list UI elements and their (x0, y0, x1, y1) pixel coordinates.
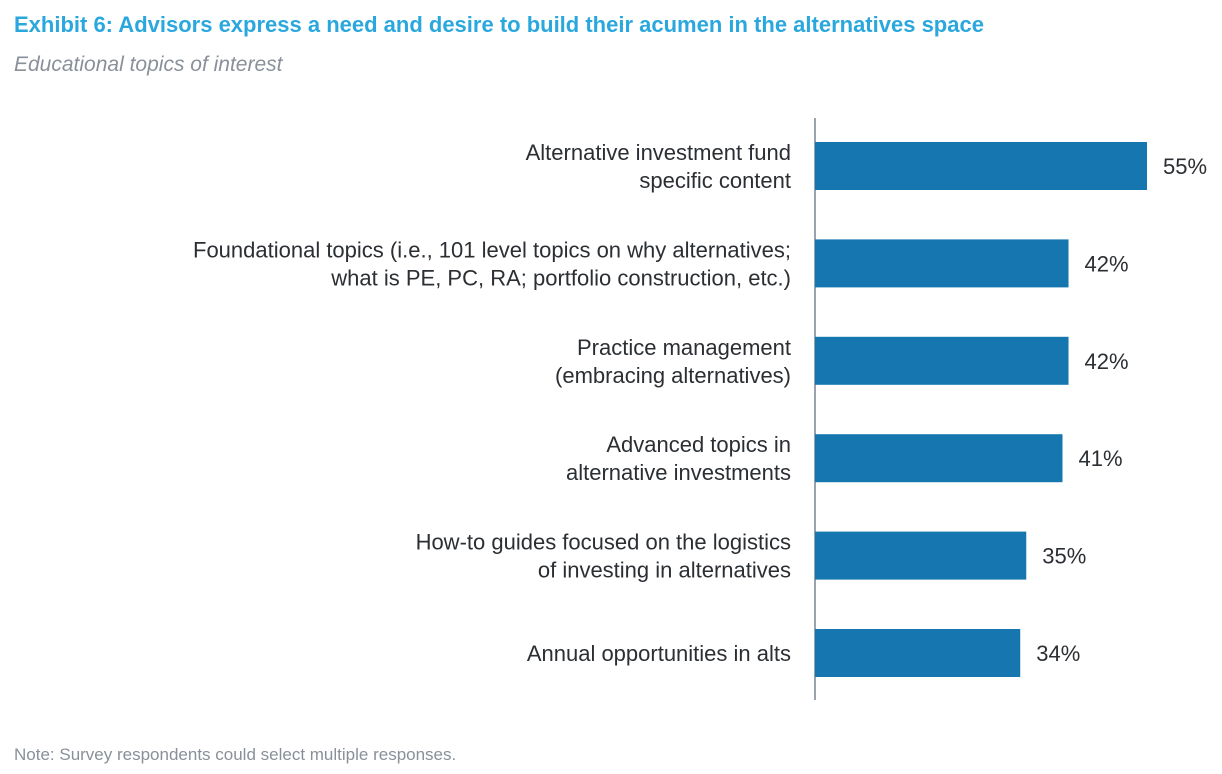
bar-4 (815, 434, 1063, 483)
data-label-6: 34% (1036, 641, 1080, 666)
category-label-line: alternative investments (566, 460, 791, 485)
chart-subtitle: Educational topics of interest (14, 53, 283, 76)
category-label-3: Practice management (embracing alternativ… (555, 335, 791, 388)
category-label-4: Advanced topics in alternative investment… (566, 432, 791, 485)
bar-2 (815, 239, 1069, 288)
category-label-1: Alternative investment fund specific cont… (526, 140, 791, 193)
category-label-line: specific content (639, 168, 791, 193)
bar-6 (815, 629, 1021, 677)
category-label-line: Alternative investment fund (526, 140, 791, 165)
category-label-line: How-to guides focused on the logistics (416, 530, 791, 555)
category-label-line: Practice management (577, 335, 791, 360)
category-label-line: of investing in alternatives (538, 558, 791, 583)
data-label-3: 42% (1085, 349, 1129, 374)
data-label-1: 55% (1163, 154, 1207, 179)
category-label-6: Annual opportunities in alts (527, 641, 791, 666)
data-label-5: 35% (1042, 544, 1086, 569)
category-label-line: Annual opportunities in alts (527, 641, 791, 666)
category-label-line: Advanced topics in (606, 432, 791, 457)
category-label-line: (embracing alternatives) (555, 363, 791, 388)
bar-1 (815, 142, 1147, 190)
category-label-line: what is PE, PC, RA; portfolio constructi… (330, 265, 791, 290)
bar-3 (815, 336, 1069, 385)
bar-5 (815, 531, 1027, 580)
category-label-2: Foundational topics (i.e., 101 level top… (193, 237, 791, 290)
category-label-line: Foundational topics (i.e., 101 level top… (193, 237, 791, 262)
chart-title: Exhibit 6: Advisors express a need and d… (14, 12, 984, 37)
data-label-4: 41% (1078, 446, 1122, 471)
footnote: Note: Survey respondents could select mu… (14, 745, 457, 764)
category-label-5: How-to guides focused on the logistics of… (416, 530, 791, 583)
data-label-2: 42% (1085, 251, 1129, 276)
